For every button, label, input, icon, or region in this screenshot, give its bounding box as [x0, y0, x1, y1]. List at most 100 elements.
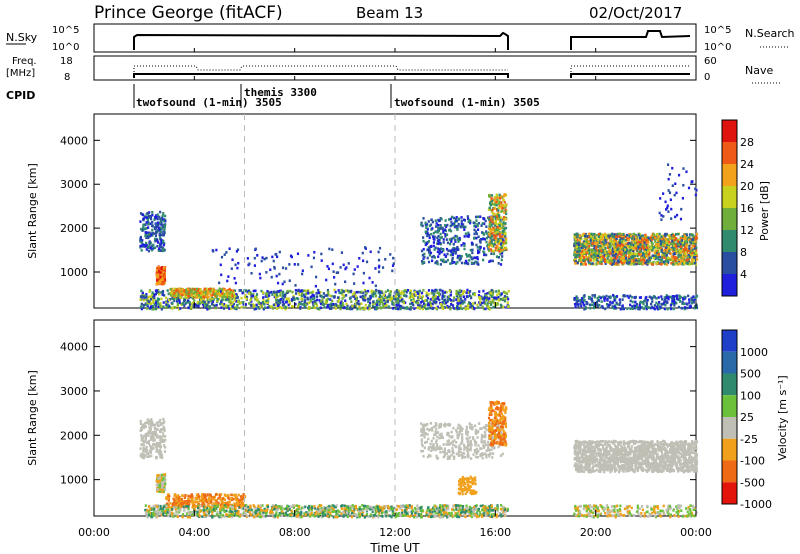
power-echo — [582, 263, 585, 266]
power-echo — [588, 232, 591, 236]
power-echo — [491, 202, 494, 206]
power-echo — [425, 223, 429, 226]
power-echo — [437, 242, 440, 246]
power-echo — [260, 289, 263, 293]
power-echo — [151, 220, 154, 224]
power-echo — [593, 239, 596, 243]
power-echo — [185, 301, 188, 305]
power-echo — [230, 267, 233, 270]
power-echo — [181, 293, 184, 297]
power-echo — [657, 235, 660, 238]
power-echo — [269, 268, 272, 272]
power-echo — [160, 273, 163, 276]
power-echo — [418, 307, 422, 310]
power-echo — [656, 236, 660, 240]
power-echo — [149, 217, 153, 221]
power-echo — [154, 299, 158, 303]
power-echo — [251, 294, 255, 298]
power-echo — [693, 247, 697, 251]
power-echo — [604, 246, 607, 250]
power-echo — [503, 200, 506, 204]
power-echo — [477, 306, 480, 309]
colorbar-segment — [722, 142, 737, 164]
power-echo — [609, 249, 612, 252]
power-echo — [492, 305, 495, 309]
power-echo — [361, 251, 364, 255]
power-echo — [442, 231, 445, 234]
power-echo — [626, 307, 629, 310]
power-echo — [467, 254, 470, 257]
power-echo — [139, 220, 142, 223]
power-echo — [590, 248, 593, 252]
power-echo — [631, 307, 634, 310]
power-echo — [312, 290, 315, 294]
power-echo — [301, 303, 304, 306]
power-echo — [615, 257, 618, 261]
power-echo — [619, 301, 622, 304]
power-echo — [192, 296, 195, 299]
power-echo — [385, 305, 388, 309]
power-echo — [449, 298, 453, 302]
power-echo — [428, 247, 431, 251]
cpid-program-1: twofsound (1-min) 3505 — [136, 96, 282, 109]
power-echo — [485, 240, 488, 244]
power-echo — [671, 302, 674, 305]
power-echo — [579, 249, 582, 253]
power-echo — [448, 297, 452, 301]
power-echo — [498, 224, 502, 227]
power-echo — [628, 234, 631, 238]
power-echo — [655, 252, 658, 256]
power-echo — [300, 292, 304, 295]
power-echo — [369, 296, 372, 300]
power-echo — [669, 303, 673, 307]
power-echo — [663, 262, 667, 266]
power-echo — [458, 293, 461, 297]
power-echo — [302, 293, 305, 297]
power-echo — [661, 237, 665, 241]
power-echo — [356, 265, 359, 268]
power-echo — [688, 247, 691, 250]
power-echo — [691, 297, 694, 301]
power-echo — [158, 232, 161, 235]
power-echo — [454, 250, 458, 253]
power-echo — [214, 292, 217, 296]
power-echo — [149, 306, 152, 310]
power-echo — [684, 258, 687, 262]
power-echo — [335, 271, 338, 275]
power-echo — [677, 253, 680, 257]
power-echo — [639, 246, 642, 249]
velocity-echo — [162, 440, 165, 443]
power-echo — [199, 295, 202, 299]
power-echo — [143, 215, 146, 218]
power-echo — [218, 287, 221, 291]
power-echo — [221, 295, 224, 299]
power-echo — [690, 180, 693, 184]
power-echo — [247, 292, 250, 295]
power-echo — [464, 260, 468, 263]
colorbar-tick-label: 8 — [740, 246, 747, 259]
power-echo — [403, 289, 406, 293]
power-echo — [201, 302, 205, 306]
power-echo — [163, 226, 166, 230]
power-echo — [227, 289, 230, 292]
power-echo — [494, 246, 497, 250]
power-echo — [271, 293, 274, 296]
power-echo — [577, 303, 580, 306]
power-echo — [607, 251, 610, 255]
power-echo — [434, 295, 437, 298]
power-echo — [501, 248, 504, 252]
power-echo — [439, 263, 442, 266]
power-echo — [493, 296, 496, 299]
power-echo — [222, 298, 225, 301]
power-echo — [490, 216, 493, 219]
power-echo — [203, 289, 206, 293]
power-echo — [488, 300, 491, 304]
power-echo — [431, 307, 434, 311]
power-echo — [455, 235, 459, 238]
power-echo — [386, 299, 389, 303]
power-echo — [299, 305, 302, 309]
power-echo — [418, 289, 421, 293]
power-echo — [583, 299, 586, 302]
power-echo — [588, 261, 591, 265]
power-echo — [430, 259, 434, 263]
